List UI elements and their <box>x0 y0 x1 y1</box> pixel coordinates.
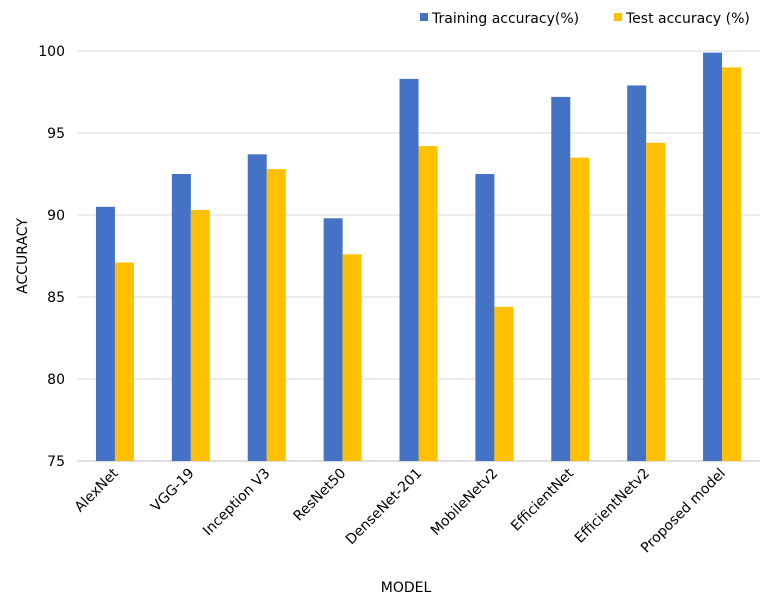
bar-test <box>266 169 286 461</box>
x-tick-label: AlexNet <box>72 465 122 515</box>
x-tick-label: Inception V3 <box>200 466 274 540</box>
bar-test <box>342 254 362 461</box>
x-tick-label: MobileNetv2 <box>428 466 501 539</box>
y-tick-label: 90 <box>47 208 65 224</box>
x-tick-label: VGG-19 <box>148 466 198 516</box>
bar-training <box>475 174 495 461</box>
y-tick-label: 95 <box>47 126 65 142</box>
legend: Training accuracy(%) Test accuracy (%) <box>420 11 750 27</box>
legend-label-test: Test accuracy (%) <box>625 11 750 27</box>
y-tick-label: 75 <box>47 454 65 470</box>
legend-swatch-training <box>420 13 428 21</box>
bar-training <box>399 78 419 461</box>
bar-test <box>494 306 514 461</box>
y-axis-title: ACCURACY <box>15 218 31 294</box>
bar-test <box>570 157 590 461</box>
bar-training <box>171 174 191 461</box>
x-axis-title: MODEL <box>381 580 432 595</box>
x-tick-label: DenseNet-201 <box>343 466 425 548</box>
bar-training <box>247 154 267 461</box>
bar-training <box>627 85 647 461</box>
bars <box>95 52 742 462</box>
y-tick-labels: 75 80 85 90 95 100 <box>38 44 65 470</box>
legend-label-training: Training accuracy(%) <box>431 11 579 27</box>
bar-test <box>114 262 134 461</box>
y-tick-label: 100 <box>38 44 65 60</box>
y-tick-label: 80 <box>47 372 65 388</box>
bar-test <box>190 210 210 461</box>
x-tick-label: EfficientNetv2 <box>572 466 653 547</box>
bar-training <box>323 218 343 461</box>
y-tick-label: 85 <box>47 290 65 306</box>
x-tick-labels: AlexNet VGG-19 Inception V3 ResNet50DenseNe… <box>72 465 729 556</box>
x-tick-label: Proposed model <box>638 466 729 557</box>
x-tick-label: ResNet50 <box>290 466 349 525</box>
bar-test <box>722 67 742 462</box>
legend-swatch-test <box>614 13 622 21</box>
bar-test <box>418 146 438 461</box>
bar-training <box>95 206 115 461</box>
bar-test <box>646 142 666 461</box>
x-tick-label: EfficientNet <box>508 465 577 534</box>
bar-training <box>551 96 571 462</box>
bar-training <box>703 52 723 461</box>
